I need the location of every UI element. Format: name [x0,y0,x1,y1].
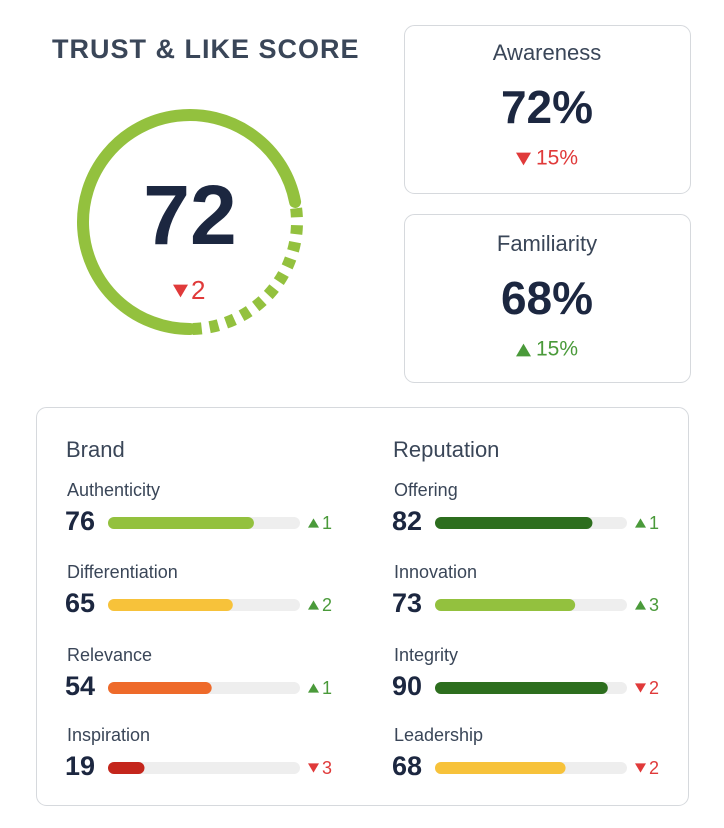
metric-change: 1 [322,513,332,533]
bar [435,599,576,611]
metric-value: 90 [392,671,422,701]
metric-label: Authenticity [67,480,160,500]
trend-icon [635,683,646,693]
metric-change: 1 [649,513,659,533]
metric-label: Differentiation [67,562,178,582]
bar [435,682,608,694]
metric-change: 2 [322,595,332,615]
metric-change: 3 [322,758,332,778]
metric-change: 2 [649,758,659,778]
group-title: Brand [66,437,125,462]
bar [108,517,254,529]
metric-label: Leadership [394,725,483,745]
trend-icon [516,343,531,357]
trend-icon [635,600,646,610]
metric-label: Innovation [394,562,477,582]
card-value: 68% [501,272,593,324]
score-value: 72 [143,168,236,262]
bar [108,762,145,774]
bar-track [108,762,300,774]
metric-value: 68 [392,751,422,781]
metric-value: 82 [392,506,422,536]
bar [108,599,233,611]
metric-value: 76 [65,506,95,536]
metric-label: Integrity [394,645,458,665]
trend-icon [308,518,319,528]
card [404,214,691,383]
trend-icon [308,683,319,693]
trend-icon [308,763,319,773]
trend-icon [516,152,531,166]
metric-label: Inspiration [67,725,150,745]
title: TRUST & LIKE SCORE [52,34,360,64]
card [404,25,691,194]
metric-value: 54 [65,671,95,701]
metric-label: Offering [394,480,458,500]
card-value: 72% [501,81,593,133]
trend-icon [308,600,319,610]
score-change: 2 [191,275,205,305]
gauge-arc [77,109,302,335]
bar [108,682,212,694]
panel [36,407,689,806]
group-title: Reputation [393,437,499,462]
metric-value: 65 [65,588,95,618]
card-change: 15% [536,338,578,361]
card-label: Familiarity [497,231,597,256]
trend-icon [635,763,646,773]
card-label: Awareness [493,40,601,65]
metric-change: 2 [649,678,659,698]
gauge-remainder [189,207,303,335]
metric-change: 1 [322,678,332,698]
bar [435,517,593,529]
metric-label: Relevance [67,645,152,665]
metric-change: 3 [649,595,659,615]
trend-icon [635,518,646,528]
card-change: 15% [536,147,578,170]
metric-value: 73 [392,588,422,618]
bar [435,762,566,774]
trend-icon [173,284,188,298]
metric-value: 19 [65,751,95,781]
